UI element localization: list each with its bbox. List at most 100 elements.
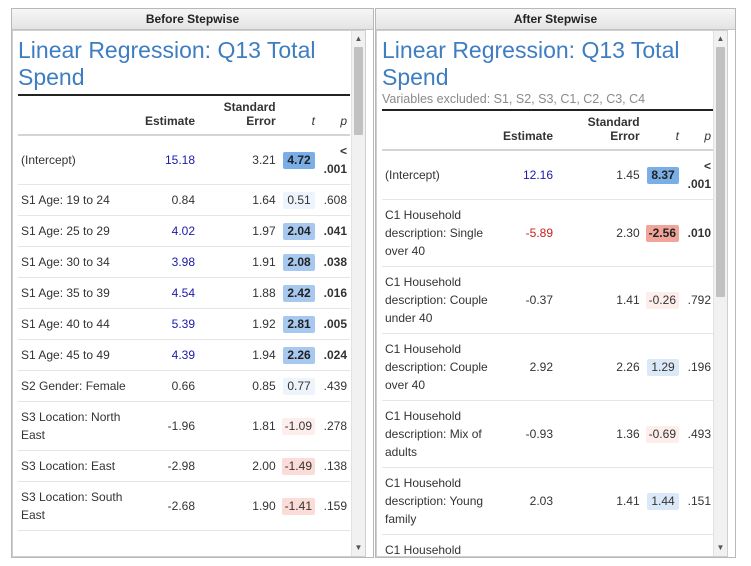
output-subtitle: Variables excluded: S1, S2, S3, C1, C2, …: [382, 92, 646, 106]
se-cell: 2.30: [616, 226, 640, 240]
scrollbar-thumb[interactable]: [354, 47, 363, 135]
before-stepwise-panel: Before Stepwise Linear Regression: Q13 T…: [11, 8, 374, 558]
p-value-cell: < .001: [687, 159, 711, 191]
p-value-cell: .038: [323, 255, 347, 269]
row-label: C1 Household description: Single over 40: [385, 208, 484, 258]
p-value-cell: .196: [687, 360, 711, 374]
t-stat-cell: 2.81: [283, 316, 315, 333]
se-cell: 1.64: [252, 193, 276, 207]
estimate-cell: -1.96: [167, 419, 196, 433]
row-label: C1 Household description: Young family: [385, 476, 484, 526]
p-value-cell: .278: [323, 419, 347, 433]
table-row: S1 Age: 40 to 44 5.39 1.92 2.81 .005: [18, 309, 350, 340]
p-value-cell: .151: [687, 494, 711, 508]
t-stat-cell: 2.04: [283, 223, 315, 240]
row-label: C1 Household: [385, 543, 462, 557]
t-stat-cell: [643, 535, 682, 557]
scroll-up-arrow-icon[interactable]: ▲: [354, 34, 363, 43]
regression-output: Linear Regression: Q13 Total Spend Estim…: [18, 37, 350, 531]
se-cell: 3.21: [252, 153, 276, 167]
p-value-cell: [682, 535, 714, 557]
row-label: C1 Household description: Couple over 40: [385, 342, 488, 392]
estimate-cell: -2.98: [167, 459, 196, 473]
p-value-cell: .792: [687, 293, 711, 307]
scrollbar-thumb[interactable]: [716, 47, 725, 297]
t-stat-cell: -2.56: [645, 225, 679, 242]
p-value-cell: .016: [323, 286, 347, 300]
se-cell: 1.91: [252, 255, 276, 269]
row-label: S3 Location: South East: [21, 490, 123, 522]
output-viewport[interactable]: Linear Regression: Q13 Total Spend Estim…: [12, 30, 366, 557]
column-header-p: p: [340, 114, 347, 128]
estimate-cell: -5.89: [525, 226, 554, 240]
estimate-cell: 4.39: [171, 348, 196, 362]
p-value-cell: .024: [323, 348, 347, 362]
t-stat-cell: -0.26: [645, 292, 679, 309]
estimate-cell: 4.54: [171, 286, 196, 300]
row-label: S1 Age: 45 to 49: [21, 348, 110, 362]
row-label: S1 Age: 35 to 39: [21, 286, 110, 300]
row-label: S1 Age: 30 to 34: [21, 255, 110, 269]
estimate-cell: 2.92: [529, 360, 554, 374]
table-row: C1 Household description: Young family 2…: [382, 468, 714, 535]
se-cell: 1.92: [252, 317, 276, 331]
regression-output: Linear Regression: Q13 Total Spend Varia…: [382, 37, 714, 557]
estimate-cell: 2.03: [529, 494, 554, 508]
t-stat-cell: 1.44: [647, 493, 679, 510]
output-title: Linear Regression: Q13 Total Spend: [382, 37, 680, 90]
table-row: S3 Location: East -2.98 2.00 -1.49 .138: [18, 451, 350, 482]
column-header-estimate: Estimate: [145, 114, 196, 128]
se-cell: 1.90: [252, 499, 276, 513]
t-stat-cell: 1.29: [647, 359, 679, 376]
table-row: C1 Household description: Single over 40…: [382, 200, 714, 267]
vertical-scrollbar[interactable]: ▲ ▼: [351, 31, 365, 556]
table-row: C1 Household: [382, 535, 714, 557]
se-cell: 1.94: [252, 348, 276, 362]
estimate-cell: 12.16: [523, 168, 554, 182]
title-divider: [18, 94, 350, 96]
table-header-row: Estimate Standard Error t p: [18, 96, 350, 135]
p-value-cell: .159: [323, 499, 347, 513]
scroll-down-arrow-icon[interactable]: ▼: [354, 543, 363, 552]
estimate-cell: 0.84: [171, 193, 196, 207]
table-row: (Intercept) 12.16 1.45 8.37 < .001: [382, 150, 714, 200]
p-value-cell: .439: [323, 379, 347, 393]
table-row: S1 Age: 35 to 39 4.54 1.88 2.42 .016: [18, 278, 350, 309]
p-value-cell: .041: [323, 224, 347, 238]
output-viewport[interactable]: Linear Regression: Q13 Total Spend Varia…: [376, 30, 728, 557]
column-header-se: Standard Error: [223, 100, 276, 128]
estimate-cell: -2.68: [167, 499, 196, 513]
column-header-t: t: [675, 129, 679, 143]
se-cell: 1.41: [616, 293, 640, 307]
t-stat-cell: 2.08: [283, 254, 315, 271]
se-cell: 1.45: [616, 168, 640, 182]
panel-header: After Stepwise: [376, 9, 735, 30]
t-stat-cell: -1.49: [281, 458, 315, 475]
row-label: S3 Location: East: [21, 459, 116, 473]
t-stat-cell: 2.26: [283, 347, 315, 364]
se-cell: 0.85: [252, 379, 276, 393]
table-row: S1 Age: 45 to 49 4.39 1.94 2.26 .024: [18, 340, 350, 371]
vertical-scrollbar[interactable]: ▲ ▼: [713, 31, 727, 556]
estimate-cell: -0.93: [525, 427, 554, 441]
row-label: C1 Household description: Couple under 4…: [385, 275, 488, 325]
coefficients-table: Estimate Standard Error t p (Intercept) …: [18, 96, 350, 531]
se-cell: 2.00: [252, 459, 276, 473]
scroll-down-arrow-icon[interactable]: ▼: [716, 543, 725, 552]
table-row: C1 Household description: Couple under 4…: [382, 267, 714, 334]
row-label: S2 Gender: Female: [21, 379, 126, 393]
se-cell: 2.26: [616, 360, 640, 374]
p-value-cell: .608: [323, 193, 347, 207]
table-row: S1 Age: 30 to 34 3.98 1.91 2.08 .038: [18, 247, 350, 278]
row-label: S1 Age: 19 to 24: [21, 193, 110, 207]
t-stat-cell: -1.41: [281, 498, 315, 515]
se-cell: [556, 535, 643, 557]
estimate-cell: [500, 535, 556, 557]
scroll-up-arrow-icon[interactable]: ▲: [716, 34, 725, 43]
table-row: S2 Gender: Female 0.66 0.85 0.77 .439: [18, 371, 350, 402]
column-header-estimate: Estimate: [503, 129, 554, 143]
table-row: C1 Household description: Mix of adults …: [382, 401, 714, 468]
se-cell: 1.97: [252, 224, 276, 238]
row-label: S1 Age: 40 to 44: [21, 317, 110, 331]
t-stat-cell: 8.37: [647, 167, 679, 184]
